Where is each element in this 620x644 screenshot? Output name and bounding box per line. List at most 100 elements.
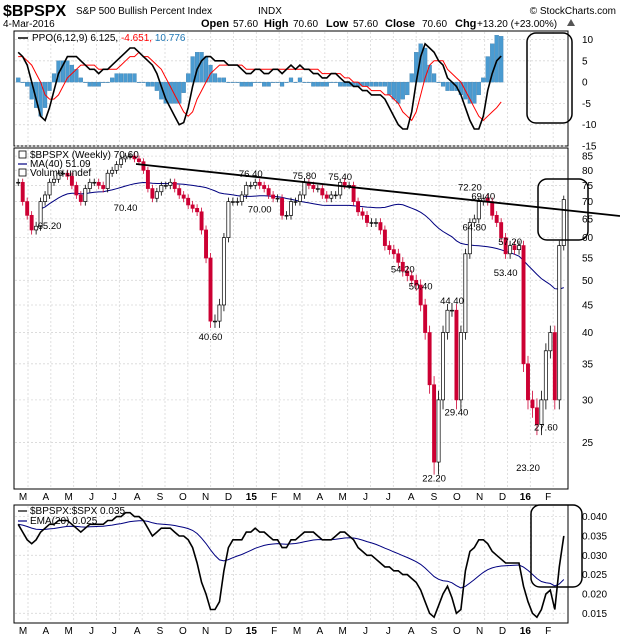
candle-body — [190, 204, 195, 209]
ppo-histogram-bar — [123, 73, 128, 83]
high-label: High — [264, 18, 289, 30]
price-legend-item: $BPSPX (Weekly) 70.60 — [30, 150, 139, 161]
ppo-histogram-bar — [297, 77, 303, 83]
candle-body — [467, 222, 472, 255]
price-annotation: 70.40 — [114, 203, 138, 214]
x-axis-label: F — [271, 626, 277, 637]
ppo-histogram-bar — [96, 81, 101, 87]
ppo-histogram-bar — [373, 81, 379, 87]
ppo-y-tick: 10 — [582, 35, 594, 46]
ppo-histogram-bar — [481, 77, 486, 83]
ppo-y-tick: -5 — [582, 99, 591, 110]
ppo-histogram-bar — [338, 81, 343, 87]
ratio-y-tick: 0.015 — [582, 609, 607, 620]
ppo-histogram-bar — [320, 81, 325, 87]
ppo-y-tick: -15 — [582, 142, 597, 153]
candle-body — [387, 245, 392, 250]
candle-body — [128, 155, 132, 158]
candle-body — [271, 194, 276, 199]
ppo-histogram-bar — [271, 81, 276, 83]
highlight-box — [526, 32, 573, 124]
ppo-histogram-bar — [51, 73, 57, 83]
x-axis-label: M — [338, 626, 346, 637]
x-axis-label: D — [499, 626, 506, 637]
ppo-histogram-bar — [65, 60, 70, 83]
x-axis-label: 15 — [246, 492, 258, 503]
x-axis-label: D — [499, 492, 506, 503]
x-axis-label: 16 — [520, 492, 532, 503]
highlight-box — [530, 504, 583, 588]
ppo-histogram-bar — [203, 56, 209, 83]
ppo-histogram-bar — [47, 81, 52, 91]
candle-body — [297, 194, 302, 202]
ppo-histogram-bar — [230, 81, 235, 83]
x-axis-label: N — [202, 492, 209, 503]
x-axis-label: M — [19, 626, 27, 637]
ppo-histogram-bar — [141, 81, 146, 83]
ppo-panel: 10 5 0 -5 -10 -15 PPO(6,12,9) 6.125, -4.651, 1… — [15, 32, 597, 153]
price-annotation: 64.80 — [462, 223, 486, 234]
candle-body — [315, 188, 320, 190]
index-name: S&P 500 Bullish Percent Index — [76, 6, 212, 17]
symbol: $BPSPX — [3, 3, 66, 20]
price-y-tick: 50 — [582, 276, 594, 287]
ppo-histogram-bar — [248, 81, 253, 87]
ppo-histogram-bar — [311, 81, 316, 87]
panel-frame-ratio — [13, 504, 569, 624]
candle-body — [284, 214, 289, 217]
candle-body — [159, 185, 164, 193]
x-axis-label: F — [545, 626, 551, 637]
x-axis-label: O — [179, 492, 187, 503]
ppo-histogram-bar — [499, 36, 504, 83]
candle-body — [503, 237, 508, 255]
price-y-tick: 45 — [582, 300, 594, 311]
brand-watermark: © StockCharts.com — [530, 6, 616, 17]
candle-body — [74, 185, 79, 196]
x-axis-label: A — [134, 626, 141, 637]
candle-body — [289, 201, 293, 216]
x-axis-label: O — [179, 626, 187, 637]
candle-body — [132, 155, 137, 160]
candle-body — [432, 384, 437, 463]
candle-body — [253, 181, 258, 186]
candle-body — [530, 399, 535, 409]
ratio-y-tick: 0.020 — [582, 589, 607, 600]
candle-body — [561, 199, 566, 246]
ppo-histogram-bar — [302, 81, 307, 83]
candle-body — [119, 158, 124, 165]
price-annotation: 70.00 — [248, 205, 272, 216]
ppo-histogram-bar — [60, 60, 66, 83]
candle-body — [29, 214, 34, 231]
candle-body — [38, 201, 43, 227]
candle-body — [123, 155, 128, 160]
price-annotation: 72.20 — [458, 182, 482, 193]
x-axis-label: A — [316, 492, 323, 503]
candle-body — [114, 164, 119, 171]
x-axis-label: J — [112, 492, 117, 503]
ppo-line — [17, 42, 502, 130]
candle-body — [47, 181, 52, 196]
x-axis-label: J — [386, 492, 391, 503]
ppo-y-tick: 5 — [582, 56, 588, 67]
square-marker-icon — [18, 150, 27, 159]
ppo-histogram-bar — [20, 81, 25, 83]
x-axis-label: M — [64, 492, 72, 503]
candle-body — [329, 194, 334, 199]
open-label: Open — [201, 18, 229, 30]
ppo-histogram-bar — [235, 81, 240, 83]
ppo-histogram-bar — [253, 81, 258, 83]
candle-body — [324, 194, 329, 199]
price-annotation: 57.20 — [498, 237, 522, 248]
candle-body — [365, 214, 369, 223]
ppo-histogram-bar — [145, 81, 150, 87]
candle-body — [195, 207, 200, 213]
candle-body — [25, 201, 30, 216]
x-axis-label: J — [363, 492, 368, 503]
candle-body — [150, 188, 155, 199]
candle-body — [356, 201, 361, 213]
candle-body — [418, 284, 423, 306]
candle-body — [494, 214, 499, 223]
candle-body — [177, 188, 182, 196]
